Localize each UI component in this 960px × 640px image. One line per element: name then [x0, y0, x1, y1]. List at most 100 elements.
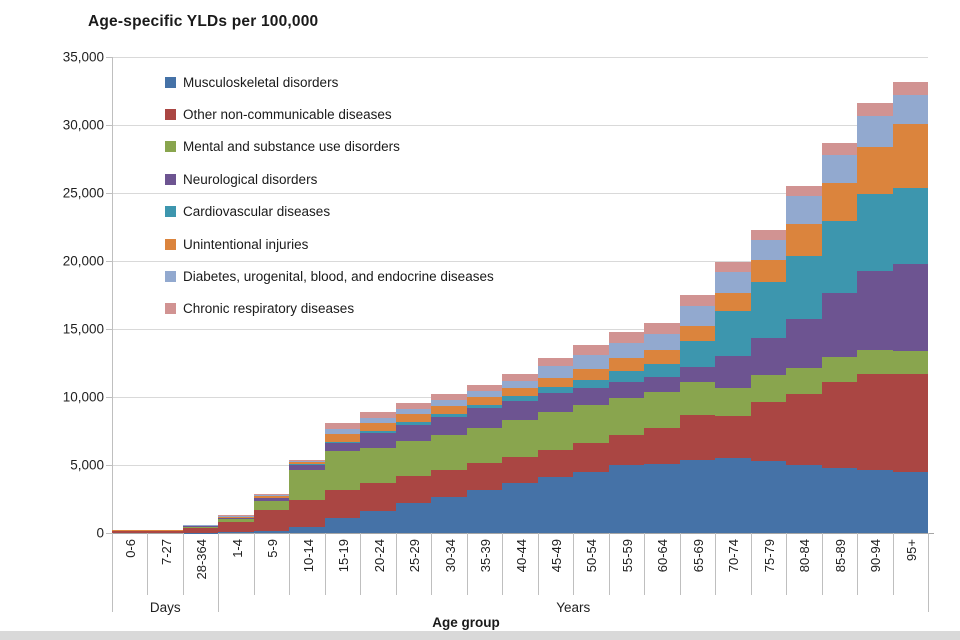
- segment-chronic-respiratory-diseases: [715, 262, 751, 272]
- segment-other-non-communicable-diseases: [147, 530, 183, 533]
- segment-neurological-disorders: [750, 337, 787, 375]
- x-axis-tick-label: 75-79: [761, 539, 777, 573]
- segment-chronic-respiratory-diseases: [750, 230, 787, 240]
- legend-item-unintentional-injuries: Unintentional injuries: [165, 228, 494, 260]
- bar-column-15-19: [324, 423, 361, 533]
- segment-chronic-respiratory-diseases: [537, 358, 574, 367]
- bar-column-0-6: [112, 529, 148, 533]
- x-axis-line: [112, 533, 934, 534]
- x-axis-tick-label: 1-4: [229, 539, 245, 558]
- group-divider-tick: [928, 595, 929, 612]
- y-tick: [106, 57, 112, 58]
- legend-label: Chronic respiratory diseases: [183, 301, 355, 317]
- gridline-15000: [112, 329, 928, 330]
- segment-other-non-communicable-diseases: [821, 382, 858, 468]
- segment-musculoskeletal-disorders: [537, 476, 574, 533]
- segment-cardiovascular-diseases: [395, 422, 432, 425]
- bar-column-30-34: [431, 394, 467, 533]
- segment-cardiovascular-diseases: [573, 380, 609, 389]
- x-axis-tick-label: 5-9: [265, 539, 281, 558]
- segment-mental-and-substance-use-disorders: [502, 420, 538, 457]
- x-axis-tick-label: 95+: [903, 539, 919, 562]
- legend-swatch-icon: [165, 109, 176, 121]
- legend-swatch-icon: [165, 173, 176, 185]
- segment-neurological-disorders: [608, 381, 645, 398]
- segment-chronic-respiratory-diseases: [644, 323, 680, 335]
- segment-neurological-disorders: [679, 367, 716, 383]
- segment-chronic-respiratory-diseases: [608, 332, 645, 343]
- x-axis-tick-label: 85-89: [832, 539, 848, 573]
- segment-cardiovascular-diseases: [679, 341, 716, 368]
- bar-column-7-27: [147, 529, 183, 533]
- y-tick: [106, 193, 112, 194]
- category-boundary-tick: [892, 533, 894, 595]
- segment-mental-and-substance-use-disorders: [324, 451, 361, 490]
- segment-unintentional-injuries: [786, 223, 822, 257]
- legend-item-chronic-respiratory-diseases: Chronic respiratory diseases: [165, 293, 494, 325]
- segment-unintentional-injuries: [324, 433, 361, 442]
- segment-other-non-communicable-diseases: [431, 470, 467, 497]
- y-tick: [106, 533, 112, 534]
- category-boundary-tick: [502, 533, 504, 595]
- segment-mental-and-substance-use-disorders: [360, 447, 396, 483]
- segment-unintentional-injuries: [182, 525, 219, 527]
- segment-chronic-respiratory-diseases: [324, 423, 361, 430]
- segment-diabetes-urogenital-blood-and-endocrine-diseases: [608, 342, 645, 358]
- segment-mental-and-substance-use-disorders: [644, 392, 680, 429]
- segment-musculoskeletal-disorders: [502, 483, 538, 533]
- bar-column-5-9: [253, 494, 290, 533]
- segment-chronic-respiratory-diseases: [395, 403, 432, 410]
- segment-mental-and-substance-use-disorders: [608, 397, 645, 436]
- bar-column-35-39: [466, 385, 503, 533]
- category-boundary-tick: [786, 533, 788, 595]
- segment-chronic-respiratory-diseases: [821, 143, 858, 155]
- bar-column-85-89: [821, 143, 858, 533]
- category-boundary-tick: [289, 533, 291, 595]
- segment-unintentional-injuries: [679, 326, 716, 342]
- segment-musculoskeletal-disorders: [395, 503, 432, 533]
- y-tick: [106, 261, 112, 262]
- x-axis-tick-label: 55-59: [619, 539, 635, 573]
- segment-mental-and-substance-use-disorders: [750, 374, 787, 403]
- axis-group-label-years: Years: [556, 600, 591, 615]
- segment-musculoskeletal-disorders: [431, 496, 467, 533]
- segment-diabetes-urogenital-blood-and-endocrine-diseases: [821, 154, 858, 183]
- segment-other-non-communicable-diseases: [857, 373, 893, 471]
- segment-cardiovascular-diseases: [786, 256, 822, 319]
- segment-unintentional-injuries: [466, 396, 503, 405]
- segment-musculoskeletal-disorders: [644, 463, 680, 533]
- segment-neurological-disorders: [324, 442, 361, 452]
- bar-column-60-64: [644, 323, 680, 533]
- y-axis-line: [112, 57, 113, 533]
- x-axis-tick-label: 40-44: [513, 539, 529, 573]
- legend-swatch-icon: [165, 271, 176, 283]
- bar-column-55-59: [608, 332, 645, 533]
- segment-unintentional-injuries: [537, 377, 574, 388]
- bar-column-65-69: [679, 295, 716, 533]
- segment-musculoskeletal-disorders: [715, 458, 751, 533]
- legend-swatch-icon: [165, 206, 176, 218]
- segment-diabetes-urogenital-blood-and-endocrine-diseases: [715, 271, 751, 293]
- y-tick: [106, 397, 112, 398]
- segment-musculoskeletal-disorders: [608, 465, 645, 533]
- segment-neurological-disorders: [360, 432, 396, 448]
- x-axis-tick-label: 25-29: [407, 539, 423, 573]
- bar-column-75-79: [750, 230, 787, 533]
- segment-chronic-respiratory-diseases: [679, 295, 716, 306]
- segment-other-non-communicable-diseases: [218, 521, 254, 533]
- segment-chronic-respiratory-diseases: [573, 345, 609, 356]
- segment-mental-and-substance-use-disorders: [537, 411, 574, 450]
- segment-chronic-respiratory-diseases: [431, 394, 467, 401]
- segment-unintentional-injuries: [750, 260, 787, 283]
- legend-label: Musculoskeletal disorders: [183, 74, 339, 90]
- legend-swatch-icon: [165, 303, 176, 315]
- x-axis-tick-label: 50-54: [584, 539, 600, 573]
- axis-group-label-days: Days: [149, 600, 181, 615]
- segment-cardiovascular-diseases: [644, 363, 680, 378]
- segment-diabetes-urogenital-blood-and-endocrine-diseases: [431, 400, 467, 406]
- segment-diabetes-urogenital-blood-and-endocrine-diseases: [892, 95, 928, 124]
- segment-unintentional-injuries: [289, 462, 325, 465]
- segment-cardiovascular-diseases: [537, 387, 574, 394]
- x-axis-tick-label: 45-49: [548, 539, 564, 573]
